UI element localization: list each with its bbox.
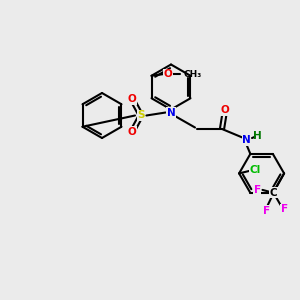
Text: F: F [254,185,261,195]
Text: N: N [167,107,176,118]
Text: F: F [280,204,288,214]
Text: O: O [128,94,136,104]
Text: O: O [220,105,230,116]
Text: H: H [253,131,262,141]
Text: C: C [270,188,278,198]
Text: CH₃: CH₃ [184,70,202,79]
Text: N: N [242,135,251,146]
Text: F: F [262,206,270,216]
Text: Cl: Cl [250,165,261,176]
Text: O: O [164,69,172,79]
Text: S: S [137,110,145,121]
Text: O: O [128,127,136,137]
